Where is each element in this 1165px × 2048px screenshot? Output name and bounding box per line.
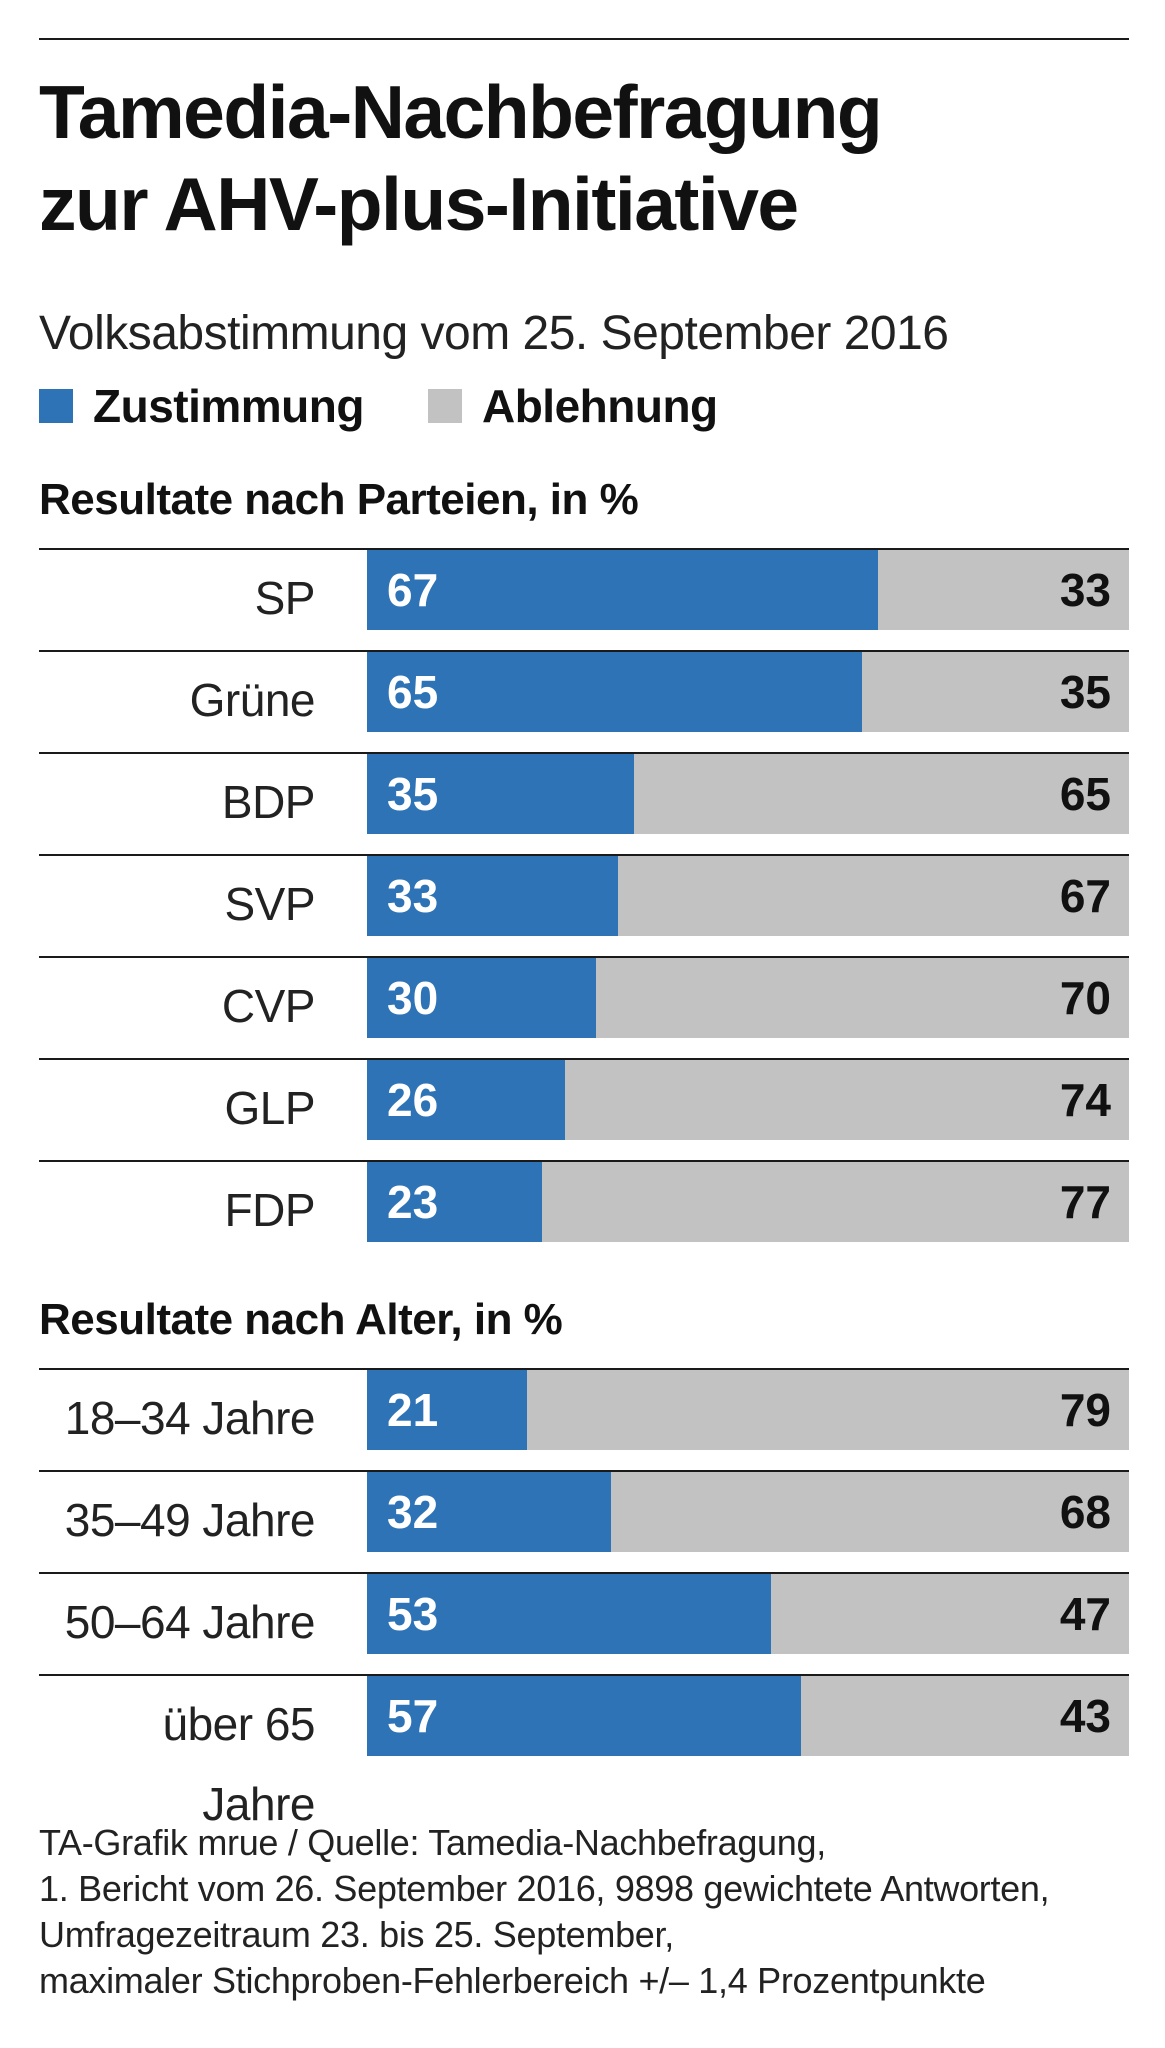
bar-zustimmung	[367, 958, 596, 1038]
source-line-4: maximaler Stichproben-Fehlerbereich +/– …	[39, 1960, 986, 2001]
bar-track: 33 67	[367, 856, 1129, 936]
bar-zustimmung	[367, 1574, 771, 1654]
value-label-ablehnung: 67	[1059, 870, 1111, 922]
legend-swatch-yes	[39, 389, 73, 423]
bar-row: 50–64 Jahre 53 47	[39, 1572, 1129, 1674]
category-label: über 65 Jahre	[162, 1698, 315, 1830]
value-label-zustimmung: 57	[387, 1690, 439, 1742]
value-label-ablehnung: 47	[1059, 1588, 1111, 1640]
value-label-ablehnung: 77	[1059, 1176, 1111, 1228]
title-line-2: zur AHV-plus-Initiative	[39, 162, 799, 246]
title-line-1: Tamedia-Nachbefragung	[39, 70, 883, 154]
category-label: 35–49 Jahre	[64, 1494, 316, 1546]
value-label-zustimmung: 21	[387, 1384, 439, 1436]
value-label-zustimmung: 32	[387, 1486, 439, 1538]
bar-zustimmung	[367, 1060, 566, 1140]
source-line-1: TA-Grafik mrue / Quelle: Tamedia-Nachbef…	[39, 1822, 826, 1863]
bar-row: FDP 23 77	[39, 1160, 1129, 1262]
bar-track: 21 79	[367, 1370, 1129, 1450]
category-label: 18–34 Jahre	[64, 1392, 316, 1444]
value-label-zustimmung: 35	[387, 768, 439, 820]
source-line-2: 1. Bericht vom 26. September 2016, 9898 …	[39, 1868, 1050, 1909]
legend-label-no: Ablehnung	[481, 380, 718, 432]
category-label: SP	[254, 572, 316, 624]
bar-track: 53 47	[367, 1574, 1129, 1654]
category-label: CVP	[221, 980, 316, 1032]
category-label: BDP	[221, 776, 316, 828]
bar-row: SVP 33 67	[39, 854, 1129, 956]
bar-track: 32 68	[367, 1472, 1129, 1552]
bar-ablehnung	[770, 1574, 1129, 1654]
bar-ablehnung	[618, 856, 1129, 936]
bar-zustimmung	[367, 652, 863, 732]
legend: Zustimmung Ablehnung	[39, 378, 782, 434]
bar-track: 35 65	[367, 754, 1129, 834]
bar-zustimmung	[367, 1162, 543, 1242]
bar-row: 35–49 Jahre 32 68	[39, 1470, 1129, 1572]
value-label-ablehnung: 70	[1059, 972, 1111, 1024]
legend-item-no: Ablehnung	[427, 379, 718, 433]
bar-ablehnung	[610, 1472, 1129, 1552]
bar-row: GLP 26 74	[39, 1058, 1129, 1160]
bar-ablehnung	[542, 1162, 1129, 1242]
source-note: TA-Grafik mrue / Quelle: Tamedia-Nachbef…	[39, 1820, 1139, 2004]
value-label-zustimmung: 26	[387, 1074, 439, 1126]
category-label: Grüne	[189, 674, 316, 726]
category-label: GLP	[224, 1082, 315, 1134]
value-label-zustimmung: 67	[387, 564, 439, 616]
bar-row: 18–34 Jahre 21 79	[39, 1368, 1129, 1470]
bar-track: 26 74	[367, 1060, 1129, 1140]
bar-track: 57 43	[367, 1676, 1129, 1756]
bar-track: 30 70	[367, 958, 1129, 1038]
chart-subtitle: Volksabstimmung vom 25. September 2016	[39, 307, 949, 360]
value-label-ablehnung: 35	[1059, 666, 1111, 718]
bar-ablehnung	[565, 1060, 1129, 1140]
value-label-zustimmung: 53	[387, 1588, 439, 1640]
section-title-age: Resultate nach Alter, in %	[39, 1295, 563, 1344]
bar-track: 67 33	[367, 550, 1129, 630]
value-label-zustimmung: 30	[387, 972, 439, 1024]
bar-ablehnung	[801, 1676, 1129, 1756]
bar-zustimmung	[367, 856, 619, 936]
party-chart: SP 67 33 Grüne 65 35 BDP 35 65 SVP 33 67 CVP 30 70 GLP 2…	[39, 548, 1129, 1262]
age-chart: 18–34 Jahre 21 79 35–49 Jahre 32 68 50–64 Jahr…	[39, 1368, 1129, 1830]
bar-row: SP 67 33	[39, 548, 1129, 650]
legend-label-yes: Zustimmung	[93, 380, 364, 432]
bar-ablehnung	[877, 550, 1129, 630]
bar-zustimmung	[367, 754, 634, 834]
legend-swatch-no	[427, 389, 462, 423]
value-label-ablehnung: 79	[1059, 1384, 1111, 1436]
bar-row: über 65 Jahre 57 43	[39, 1674, 1129, 1830]
category-label: 50–64 Jahre	[64, 1596, 316, 1648]
top-rule	[39, 38, 1129, 40]
value-label-ablehnung: 68	[1059, 1486, 1111, 1538]
bar-zustimmung	[367, 1472, 611, 1552]
bar-track: 65 35	[367, 652, 1129, 732]
bar-ablehnung	[527, 1370, 1129, 1450]
value-label-ablehnung: 43	[1059, 1690, 1111, 1742]
category-label: SVP	[224, 878, 315, 930]
bar-row: Grüne 65 35	[39, 650, 1129, 752]
bar-ablehnung	[633, 754, 1129, 834]
value-label-ablehnung: 33	[1059, 564, 1111, 616]
bar-zustimmung	[367, 550, 878, 630]
bar-row: CVP 30 70	[39, 956, 1129, 1058]
bar-zustimmung	[367, 1370, 528, 1450]
value-label-zustimmung: 65	[387, 666, 439, 718]
value-label-zustimmung: 33	[387, 870, 439, 922]
legend-item-yes: Zustimmung	[39, 379, 364, 433]
value-label-ablehnung: 65	[1059, 768, 1111, 820]
source-line-3: Umfragezeitraum 23. bis 25. September,	[39, 1914, 674, 1955]
category-label: FDP	[224, 1184, 316, 1236]
chart-title: Tamedia-Nachbefragung zur AHV-plus-Initi…	[39, 66, 1129, 250]
value-label-ablehnung: 74	[1059, 1074, 1111, 1126]
bar-row: BDP 35 65	[39, 752, 1129, 854]
section-title-parties: Resultate nach Parteien, in %	[39, 475, 639, 524]
bar-ablehnung	[862, 652, 1129, 732]
bar-ablehnung	[595, 958, 1129, 1038]
bar-track: 23 77	[367, 1162, 1129, 1242]
value-label-zustimmung: 23	[387, 1176, 439, 1228]
bar-zustimmung	[367, 1676, 802, 1756]
